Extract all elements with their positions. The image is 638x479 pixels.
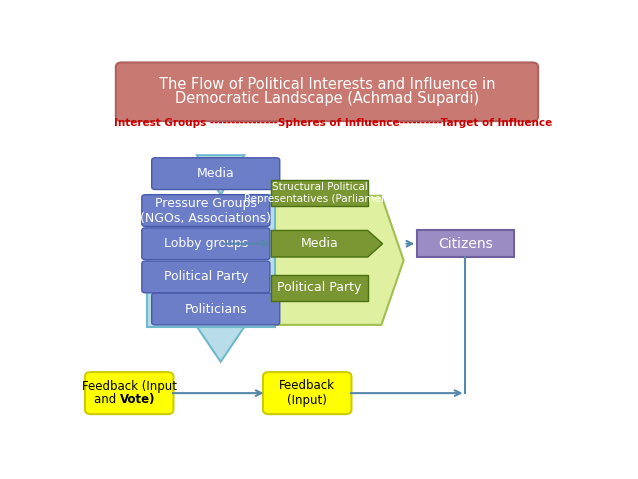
Text: Citizens: Citizens	[438, 237, 493, 251]
Text: Vote): Vote)	[121, 392, 156, 406]
FancyBboxPatch shape	[142, 194, 270, 227]
Bar	[271, 275, 367, 301]
Text: Interest Groups ----------------Spheres of Influence----------Target of Influenc: Interest Groups ----------------Spheres …	[114, 118, 553, 128]
FancyBboxPatch shape	[263, 372, 352, 414]
Text: Media: Media	[197, 167, 235, 180]
Text: Lobby groups: Lobby groups	[164, 237, 248, 250]
Bar	[147, 194, 275, 328]
Text: and: and	[94, 392, 121, 406]
Polygon shape	[197, 327, 244, 362]
Polygon shape	[271, 230, 383, 257]
FancyBboxPatch shape	[116, 62, 538, 121]
Text: Political Party: Political Party	[164, 271, 248, 284]
Text: Pressure Groups
(NGOs, Associations): Pressure Groups (NGOs, Associations)	[140, 196, 271, 225]
Polygon shape	[197, 155, 244, 194]
FancyBboxPatch shape	[85, 372, 174, 414]
FancyBboxPatch shape	[152, 293, 279, 325]
Text: Democratic Landscape (Achmad Supardi): Democratic Landscape (Achmad Supardi)	[175, 91, 479, 106]
Text: Media: Media	[300, 237, 338, 250]
FancyBboxPatch shape	[142, 261, 270, 293]
Text: Feedback (Input: Feedback (Input	[82, 380, 177, 393]
FancyBboxPatch shape	[152, 158, 279, 190]
Bar	[417, 230, 514, 257]
Text: Feedback
(Input): Feedback (Input)	[279, 379, 335, 407]
FancyBboxPatch shape	[142, 228, 270, 260]
Polygon shape	[272, 196, 404, 325]
Text: Structural Political
Representatives (Parliament): Structural Political Representatives (Pa…	[244, 182, 396, 204]
Text: The Flow of Political Interests and Influence in: The Flow of Political Interests and Infl…	[159, 77, 495, 91]
Text: Politicians: Politicians	[184, 303, 247, 316]
Bar	[271, 180, 367, 206]
Text: Political Party: Political Party	[278, 282, 362, 295]
